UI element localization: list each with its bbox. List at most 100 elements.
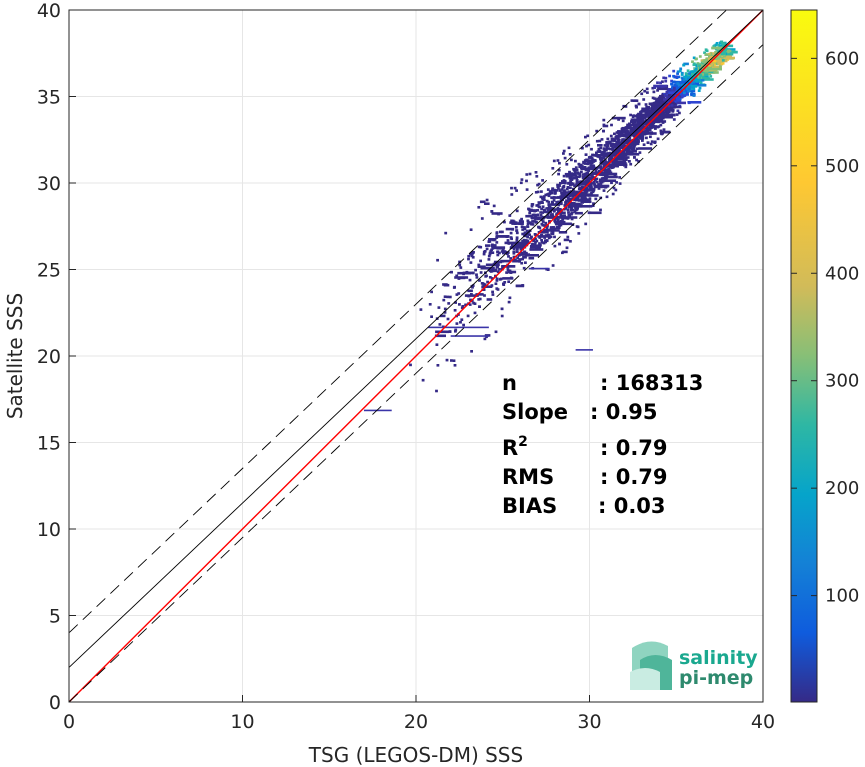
density-cell [664,79,668,83]
density-cell [616,131,620,134]
density-cell [491,266,495,270]
density-cell [552,209,556,213]
density-cell [703,69,709,73]
density-cell [506,239,510,242]
density-cell [618,147,621,151]
density-cell [680,73,684,76]
density-cell [614,153,618,156]
density-cell [584,197,588,201]
density-cell [625,146,629,150]
density-cell [442,298,446,302]
density-cell [615,140,619,144]
density-cell [632,114,636,117]
density-cell [633,149,637,153]
density-cell [459,321,462,324]
density-cell [563,238,570,242]
density-cell [602,124,609,128]
density-cell [459,266,463,269]
density-cell [637,135,641,139]
density-cell [598,149,602,153]
density-cell [469,228,473,231]
density-cell [611,148,614,151]
density-cell [605,168,609,172]
density-cell [687,77,690,81]
density-cell [491,290,494,294]
density-cell [562,184,566,188]
density-cell [687,101,691,105]
density-cell [642,143,646,146]
density-cell [653,113,657,117]
density-cell [641,123,645,126]
density-cell [597,144,603,147]
density-cell [507,255,510,258]
density-cell [627,148,630,151]
density-cell [569,208,573,212]
density-cell [599,179,602,182]
density-cell [544,240,547,244]
density-cell [662,130,671,134]
density-cell [547,234,551,237]
density-cell [586,134,590,138]
density-cell [494,330,498,334]
density-cell [672,74,675,78]
density-cell [637,102,641,106]
density-cell [546,268,550,271]
density-cell [547,194,551,198]
density-cell [554,218,557,221]
density-cell [574,166,578,169]
density-cell [454,301,457,304]
density-cell [568,176,572,180]
density-cell [632,146,636,149]
x-axis-title: TSG (LEGOS-DM) SSS [308,743,523,767]
density-cell [698,76,702,79]
density-cell [560,191,574,194]
density-cell [685,74,689,78]
density-cell [614,188,618,192]
density-cell [611,116,626,120]
density-cell [458,260,462,264]
density-cell [536,183,539,187]
density-cell [672,118,676,121]
density-cell [597,147,601,151]
density-cell [477,263,481,267]
density-cell [552,226,555,229]
density-cell [670,105,682,109]
density-cell [607,140,611,144]
density-cell [656,119,659,123]
density-cell [466,314,470,318]
density-cell [688,85,691,89]
density-cell [521,257,524,261]
density-cell [547,192,551,196]
density-cell [637,160,640,163]
density-cell [715,59,718,63]
density-cell [574,208,578,212]
density-cell [692,92,696,96]
density-cell [648,126,652,129]
density-cell [688,72,691,75]
density-cell [618,141,622,144]
density-cell [673,102,677,106]
density-cell [719,64,722,68]
density-cell [525,188,529,191]
density-cell [563,214,566,217]
density-cell [640,134,643,138]
density-cell [595,180,599,184]
density-cell [634,138,638,141]
density-cell [598,165,602,168]
density-cell [646,91,649,94]
density-cell [692,84,707,87]
density-cell [724,46,728,50]
density-cell [575,179,579,182]
density-cell [723,42,726,45]
density-cell [505,271,508,274]
density-cell [693,69,697,72]
density-cell [558,202,561,205]
density-cell [553,235,556,239]
density-cell [577,162,581,166]
density-cell [570,217,574,221]
density-cell [490,277,494,280]
density-cell [612,160,616,163]
density-cell [577,175,581,179]
density-cell [645,131,649,135]
density-cell [610,181,613,185]
